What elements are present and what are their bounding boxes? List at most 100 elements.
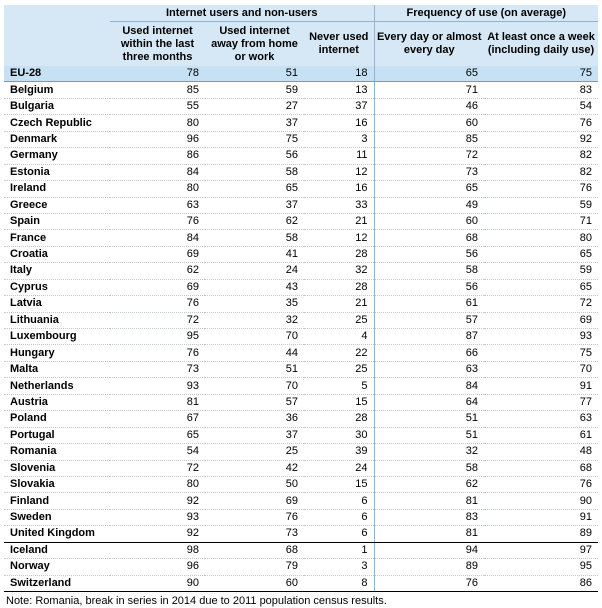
value-cell: 89: [484, 525, 599, 543]
value-cell: 57: [373, 312, 484, 330]
value-cell: 87: [373, 328, 484, 346]
value-cell: 91: [484, 377, 599, 395]
table-row: Malta 73 51 25 63 70: [4, 361, 599, 379]
column-header-used-3-months: Used internet within the last three mont…: [110, 21, 205, 66]
country-cell: Bulgaria: [4, 98, 110, 116]
value-cell: 46: [373, 98, 484, 116]
value-cell: 56: [205, 147, 304, 165]
value-cell: 84: [110, 229, 205, 247]
value-cell: 62: [373, 476, 484, 494]
table-row: Luxembourg 95 70 4 87 93: [4, 328, 599, 346]
value-cell: 73: [110, 361, 205, 379]
value-cell: 49: [373, 197, 484, 214]
table-row: Slovakia 80 50 15 62 76: [4, 476, 599, 494]
value-cell: 72: [110, 460, 205, 477]
country-cell: Iceland: [4, 542, 110, 560]
table-row: Spain 76 62 21 60 71: [4, 213, 599, 231]
value-cell: 56: [373, 246, 484, 264]
value-cell: 68: [484, 460, 599, 477]
statistics-table-container: Internet users and non-users Frequency o…: [4, 5, 599, 608]
value-cell: 57: [205, 394, 304, 412]
value-cell: 72: [373, 147, 484, 165]
value-cell: 98: [110, 542, 205, 560]
value-cell: 72: [110, 312, 205, 330]
table-row: Belgium 85 59 13 71 83: [4, 81, 599, 99]
value-cell: 1: [304, 542, 374, 560]
value-cell: 84: [373, 377, 484, 395]
value-cell: 91: [484, 509, 599, 527]
value-cell: 15: [304, 394, 374, 412]
country-cell: Spain: [4, 213, 110, 231]
value-cell: 27: [205, 98, 304, 116]
country-cell: Latvia: [4, 295, 110, 313]
value-cell: 76: [484, 180, 599, 198]
value-cell: 73: [373, 164, 484, 182]
value-cell: 32: [304, 262, 374, 280]
value-cell: 83: [373, 509, 484, 527]
value-cell: 75: [484, 344, 599, 362]
value-cell: 3: [304, 558, 374, 576]
table-row: Romania 54 25 39 32 48: [4, 443, 599, 461]
value-cell: 85: [110, 81, 205, 99]
country-cell: Slovakia: [4, 476, 110, 494]
table-row: Slovenia 72 42 24 58 68: [4, 460, 599, 477]
value-cell: 68: [205, 542, 304, 560]
value-cell: 70: [205, 328, 304, 346]
table-row: Poland 67 36 28 51 63: [4, 410, 599, 428]
value-cell: 82: [484, 164, 599, 182]
column-header-every-day: Every day or almost every day: [373, 21, 484, 66]
value-cell: 61: [484, 427, 599, 445]
value-cell: 6: [304, 492, 374, 510]
country-cell: Estonia: [4, 164, 110, 182]
value-cell: 60: [373, 213, 484, 231]
value-cell: 39: [304, 443, 374, 461]
value-cell: 85: [373, 131, 484, 149]
value-cell: 6: [304, 509, 374, 527]
value-cell: 86: [484, 575, 599, 593]
value-cell: 43: [205, 279, 304, 297]
value-cell: 51: [205, 66, 304, 83]
value-cell: 66: [373, 344, 484, 362]
country-cell: Croatia: [4, 246, 110, 264]
value-cell: 67: [110, 410, 205, 428]
value-cell: 58: [205, 164, 304, 182]
value-cell: 80: [484, 229, 599, 247]
table-row: Portugal 65 37 30 51 61: [4, 427, 599, 445]
value-cell: 13: [304, 81, 374, 99]
table-row: Germany 86 56 11 72 82: [4, 147, 599, 165]
country-cell: EU-28: [4, 66, 110, 83]
table-row: Czech Republic 80 37 16 60 76: [4, 114, 599, 132]
table-row: Cyprus 69 43 28 56 65: [4, 279, 599, 297]
value-cell: 82: [484, 147, 599, 165]
table-row: Ireland 80 65 16 65 76: [4, 180, 599, 198]
country-cell: Luxembourg: [4, 328, 110, 346]
value-cell: 69: [484, 312, 599, 330]
table-note: Note: Romania, break in series in 2014 d…: [6, 595, 387, 607]
value-cell: 21: [304, 295, 374, 313]
value-cell: 71: [484, 213, 599, 231]
value-cell: 24: [205, 262, 304, 280]
value-cell: 81: [373, 525, 484, 543]
value-cell: 76: [110, 344, 205, 362]
value-cell: 16: [304, 180, 374, 198]
country-cell: Cyprus: [4, 279, 110, 297]
value-cell: 56: [373, 279, 484, 297]
value-cell: 80: [110, 476, 205, 494]
value-cell: 65: [373, 66, 484, 83]
value-cell: 28: [304, 279, 374, 297]
country-cell: Hungary: [4, 344, 110, 362]
value-cell: 90: [484, 492, 599, 510]
value-cell: 48: [484, 443, 599, 461]
value-cell: 37: [304, 98, 374, 116]
value-cell: 65: [484, 279, 599, 297]
value-cell: 65: [484, 246, 599, 264]
value-cell: 65: [110, 427, 205, 445]
value-cell: 76: [373, 575, 484, 593]
header-corner: [4, 5, 110, 22]
value-cell: 89: [373, 558, 484, 576]
value-cell: 8: [304, 575, 374, 593]
value-cell: 55: [110, 98, 205, 116]
country-cell: Portugal: [4, 427, 110, 445]
table-row: Italy 62 24 32 58 59: [4, 262, 599, 280]
value-cell: 28: [304, 410, 374, 428]
